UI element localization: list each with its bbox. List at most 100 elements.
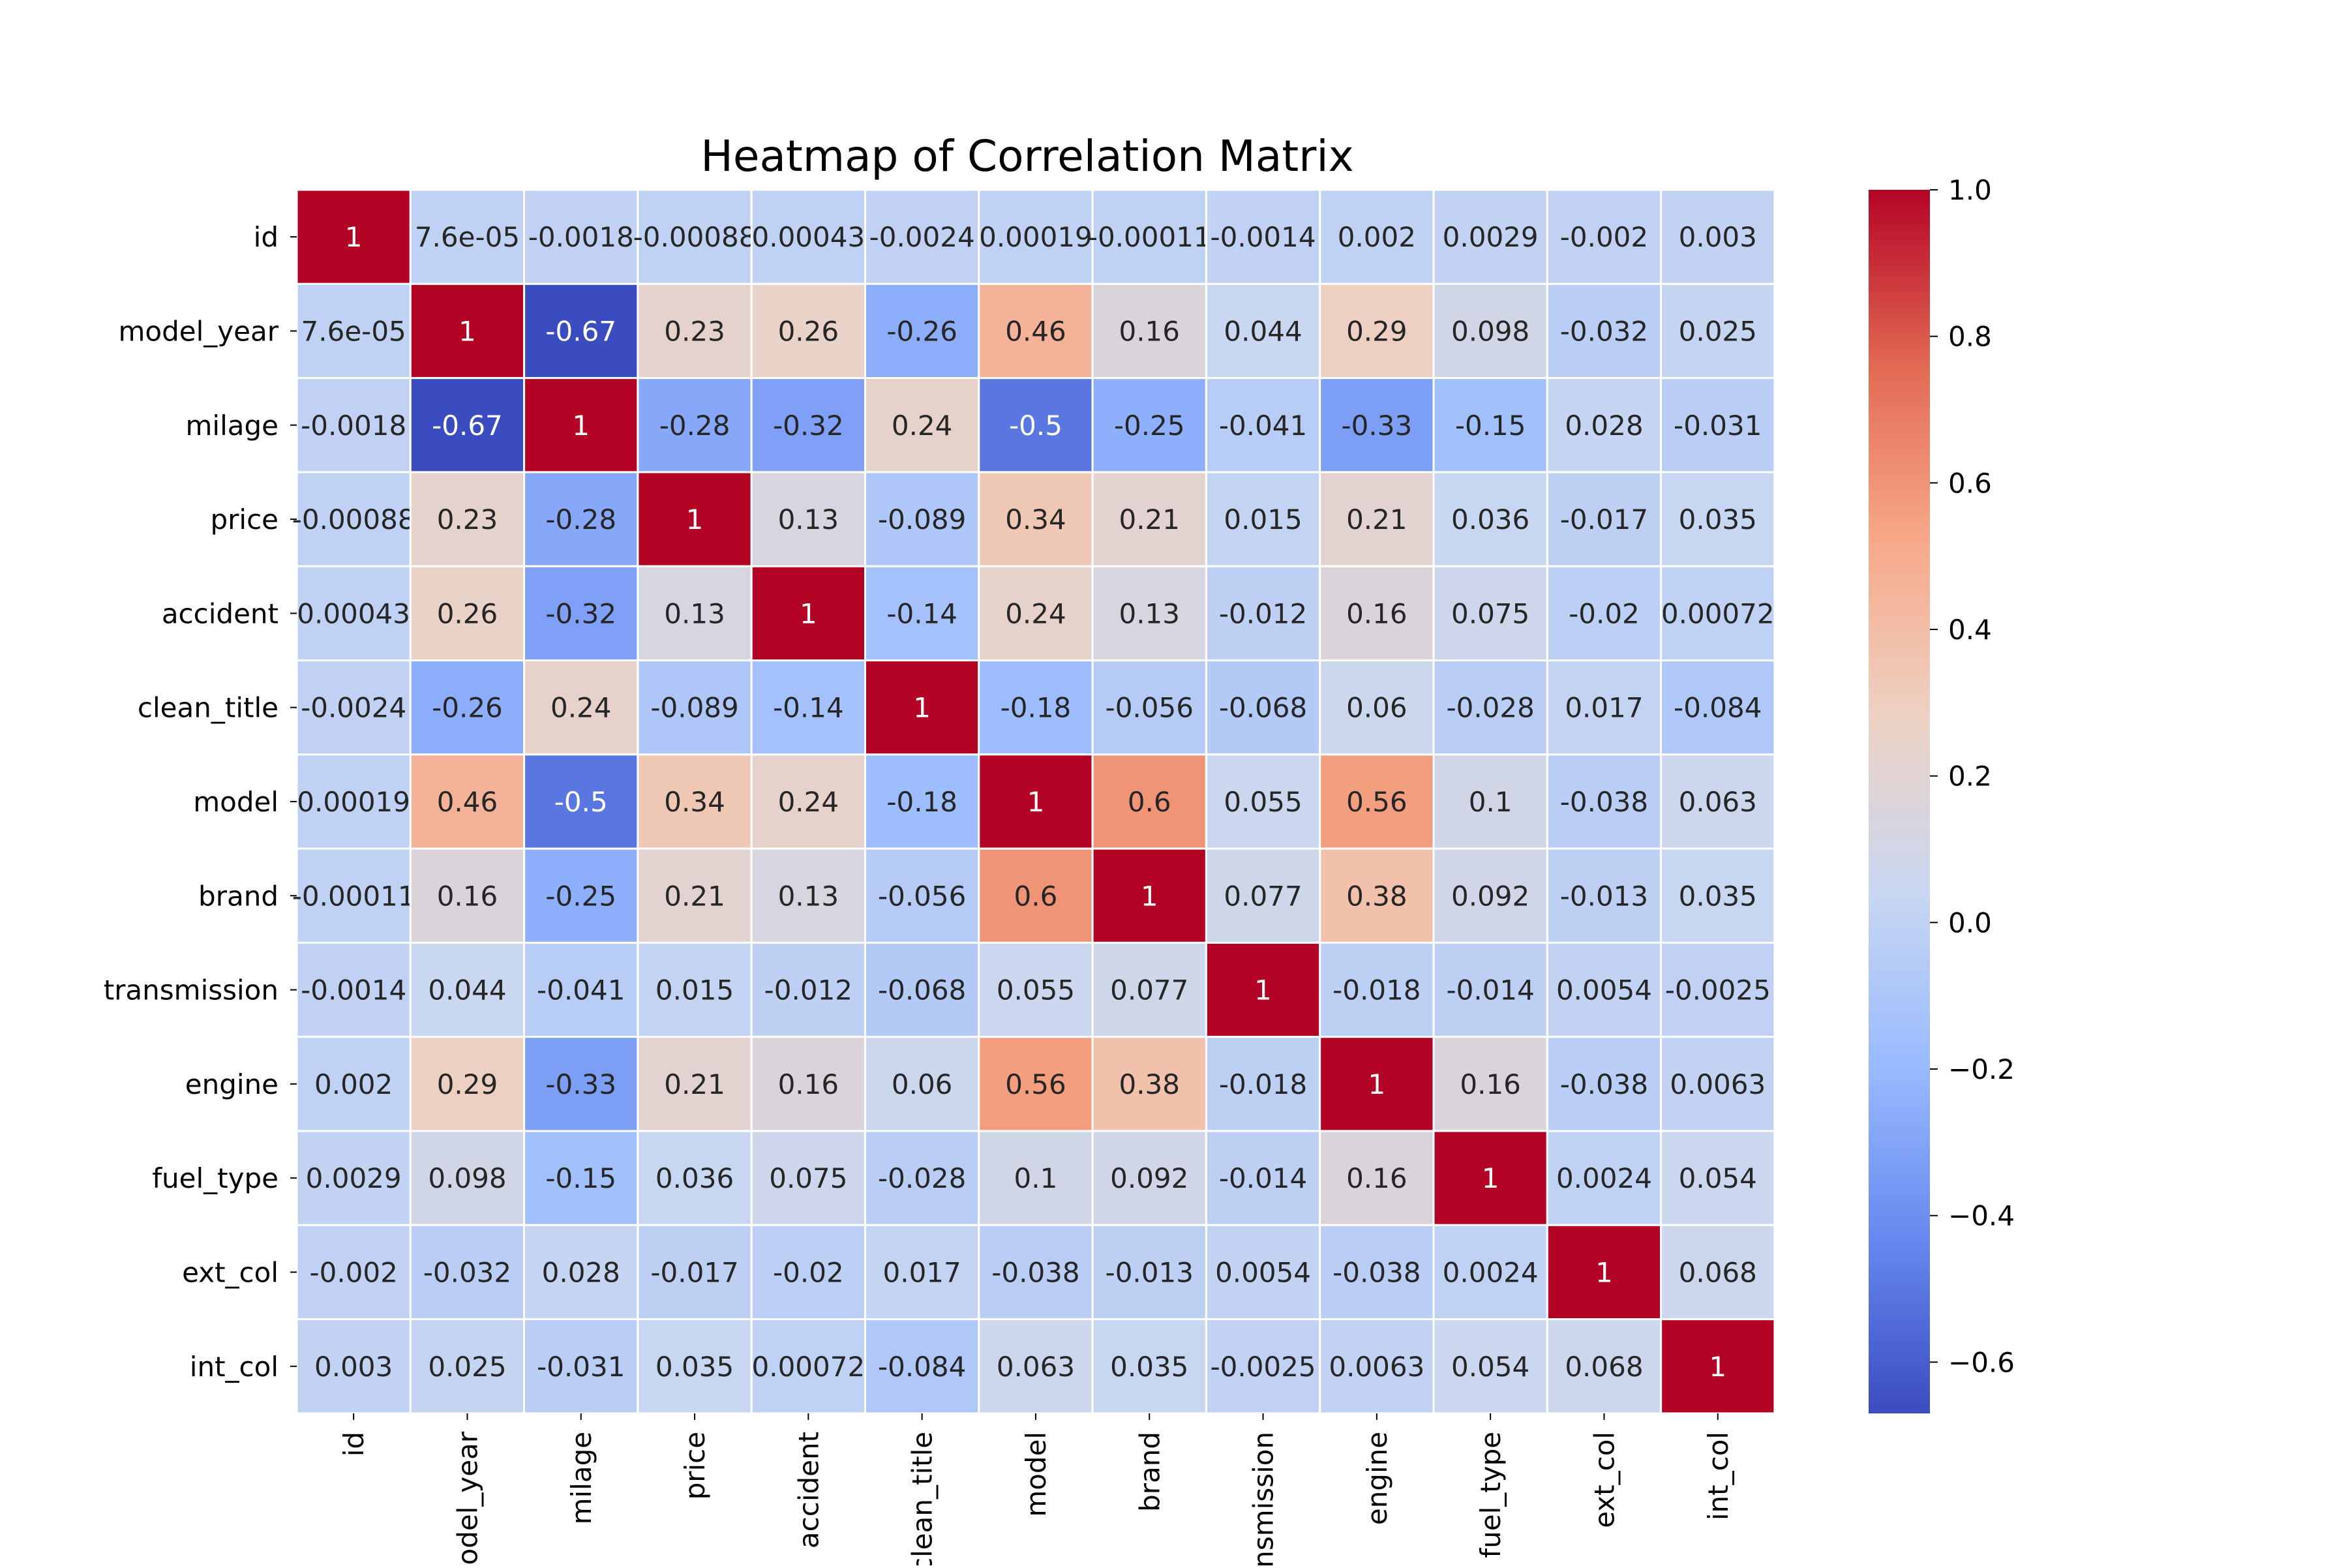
cell-value-label: -0.32 <box>545 597 616 629</box>
cell-value-label: -0.0014 <box>301 974 406 1006</box>
heatmap-cell <box>864 1318 980 1415</box>
cell-value-label: -0.038 <box>991 1256 1079 1288</box>
cell-value-label: 0.015 <box>1224 504 1302 535</box>
heatmap-cell <box>750 377 866 474</box>
row-label: price <box>210 504 278 535</box>
cell-value-label: 0.015 <box>655 974 734 1006</box>
heatmap-cell <box>750 1224 866 1321</box>
heatmap-cell <box>637 1036 753 1132</box>
cell-value-label: -0.089 <box>878 504 966 535</box>
heatmap-cell <box>637 1130 753 1226</box>
cell-value-label: 0.16 <box>778 1068 839 1100</box>
cell-value-label: 0.068 <box>1565 1351 1643 1383</box>
cell-value-label: 0.34 <box>1005 504 1066 535</box>
cell-value-label: -0.031 <box>1674 410 1762 442</box>
heatmap-cell <box>637 659 753 756</box>
cell-value-label: 0.00043 <box>752 221 865 253</box>
heatmap-cell <box>295 188 412 285</box>
cell-value-label: 1 <box>686 504 704 535</box>
cell-value-label: -0.67 <box>545 315 616 347</box>
cell-value-label: 1 <box>800 597 817 629</box>
cell-value-label: -0.017 <box>650 1256 738 1288</box>
heatmap-cell <box>1091 847 1207 944</box>
cell-value-label: -0.028 <box>878 1162 966 1194</box>
cell-value-label: -0.0014 <box>1210 221 1316 253</box>
cell-value-label: -0.00011 <box>292 880 415 912</box>
cell-value-label: 0.092 <box>1451 880 1529 912</box>
cell-value-label: 0.0029 <box>1443 221 1539 253</box>
heatmap-cell <box>1546 659 1663 756</box>
cell-value-label: -0.02 <box>1569 597 1640 629</box>
cell-value-label: 0.6 <box>1128 786 1171 818</box>
cell-value-label: 0.055 <box>997 974 1075 1006</box>
cell-value-label: -0.012 <box>764 974 852 1006</box>
cell-value-label: 0.13 <box>778 880 839 912</box>
cell-value-label: 0.06 <box>1346 692 1407 724</box>
heatmap-cell <box>409 188 526 285</box>
cell-value-label: 0.077 <box>1224 880 1302 912</box>
cell-value-label: -0.014 <box>1219 1162 1307 1194</box>
cell-value-label: 0.098 <box>1451 315 1529 347</box>
heatmap-cell <box>1205 1130 1321 1226</box>
heatmap-cell <box>409 1130 526 1226</box>
cell-value-label: 0.028 <box>1565 410 1643 442</box>
heatmap-cell <box>1432 377 1548 474</box>
heatmap-cell <box>1091 188 1207 285</box>
cell-value-label: 0.21 <box>664 1068 725 1100</box>
cell-value-label: 0.24 <box>550 692 612 724</box>
cell-value-label: 0.13 <box>664 597 725 629</box>
heatmap-cell <box>1319 753 1435 850</box>
col-label: int_col <box>1702 1432 1734 1520</box>
heatmap-cell <box>637 1224 753 1321</box>
cell-value-label: 0.092 <box>1110 1162 1188 1194</box>
cell-value-label: 0.13 <box>778 504 839 535</box>
heatmap-cell <box>1660 753 1776 850</box>
cell-value-label: 0.00019 <box>979 221 1092 253</box>
cell-value-label: -0.33 <box>545 1068 616 1100</box>
cell-value-label: -0.14 <box>773 692 844 724</box>
heatmap-cell <box>409 377 526 474</box>
col-label: accident <box>792 1432 824 1548</box>
cell-value-label: -0.00088 <box>292 504 415 535</box>
heatmap-cell <box>1432 659 1548 756</box>
heatmap-cell <box>409 565 526 662</box>
cell-value-label: 0.017 <box>1565 692 1643 724</box>
cell-value-label: -0.00088 <box>633 221 757 253</box>
cell-value-label: 0.017 <box>883 1256 961 1288</box>
cell-value-label: 0.0024 <box>1443 1256 1539 1288</box>
cell-value-label: -0.25 <box>545 880 616 912</box>
cell-value-label: -0.084 <box>1674 692 1762 724</box>
heatmap-cell <box>1205 659 1321 756</box>
heatmap-cell <box>1432 1318 1548 1415</box>
cell-value-label: 0.23 <box>664 315 725 347</box>
row-label: clean_title <box>138 692 278 724</box>
cell-value-label: -0.28 <box>659 410 730 442</box>
heatmap-cell <box>637 565 753 662</box>
cell-value-label: 1 <box>1254 974 1272 1006</box>
heatmap-cell <box>1091 471 1207 567</box>
heatmap-cell <box>523 1036 639 1132</box>
heatmap-cell <box>1205 941 1321 1038</box>
cell-value-label: 1 <box>913 692 931 724</box>
cell-value-label: 0.26 <box>778 315 839 347</box>
heatmap-cell <box>1660 377 1776 474</box>
heatmap-cell <box>1205 565 1321 662</box>
heatmap-cell <box>750 847 866 944</box>
heatmap-cell <box>1660 1318 1776 1415</box>
heatmap-cell <box>864 282 980 380</box>
cell-value-label: 1 <box>1595 1256 1613 1288</box>
heatmap-cell <box>978 471 1094 567</box>
cell-value-label: 0.044 <box>428 974 506 1006</box>
cell-value-label: 0.56 <box>1346 786 1407 818</box>
cell-value-label: 0.068 <box>1679 1256 1757 1288</box>
cell-value-label: -0.14 <box>886 597 957 629</box>
cell-value-label: -0.33 <box>1342 410 1413 442</box>
cell-value-label: -0.056 <box>878 880 966 912</box>
heatmap-cell <box>864 1224 980 1321</box>
heatmap-cell <box>1660 282 1776 380</box>
heatmap-cell <box>1546 188 1663 285</box>
cell-value-label: 0.0063 <box>1329 1351 1424 1383</box>
cell-value-label: 0.002 <box>1338 221 1416 253</box>
